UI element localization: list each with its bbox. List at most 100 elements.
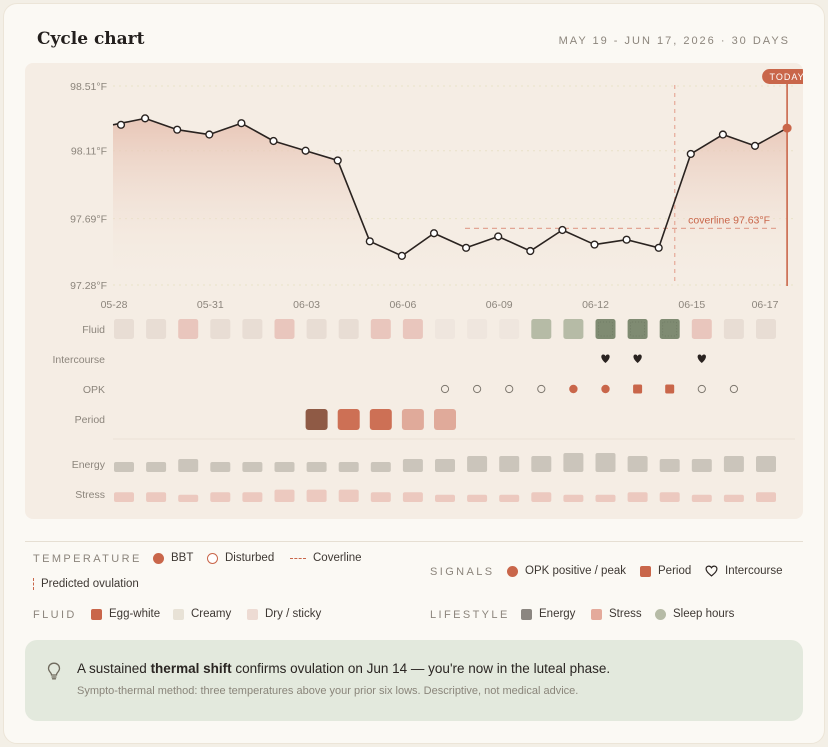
- fluid-cell: [563, 319, 584, 339]
- row-label-opk: OPK: [83, 384, 105, 396]
- period-square-icon: [640, 565, 651, 577]
- today-badge: [762, 69, 803, 84]
- stress-bar: [659, 492, 680, 502]
- stress-bar: [210, 492, 231, 502]
- legend-energy: Energy: [521, 608, 575, 620]
- row-label-intercourse: Intercourse: [52, 354, 105, 366]
- bbt-dot-icon: [153, 552, 164, 564]
- x-tick-label: 06-17: [752, 299, 779, 311]
- stress-bar: [306, 489, 327, 502]
- stress-bar: [467, 494, 488, 502]
- energy-bar: [723, 456, 744, 472]
- opk-positive: [569, 384, 578, 394]
- stress-bar: [370, 492, 391, 502]
- intercourse-heart-icon: [601, 354, 610, 363]
- bbt-point: [237, 119, 246, 128]
- fluid-cell: [435, 319, 455, 339]
- legend-egg-white: Egg-white: [91, 608, 160, 620]
- stress-bar: [531, 492, 552, 502]
- bbt-point: [686, 149, 695, 159]
- opk-negative: [729, 384, 739, 394]
- bbt-point: [269, 136, 278, 146]
- fluid-cell: [691, 319, 712, 339]
- stress-bar: [723, 494, 744, 502]
- bbt-point: [750, 141, 760, 150]
- fluid-cell: [146, 319, 167, 339]
- dry-square-icon: [247, 608, 258, 620]
- stress-bar: [402, 492, 423, 502]
- fluid-cell: [242, 319, 263, 339]
- energy-bar: [114, 462, 134, 472]
- opk-negative: [440, 384, 450, 394]
- legend-dry-sticky: Dry / sticky: [247, 608, 321, 620]
- row-label-period: Period: [75, 414, 106, 426]
- opk-peak: [665, 384, 675, 394]
- bbt-line: [112, 117, 788, 257]
- stress-bar: [756, 492, 776, 502]
- bbt-point: [590, 240, 599, 249]
- fluid-cell: [627, 319, 648, 339]
- bbt-point: [116, 120, 126, 129]
- legend-stress: Stress: [591, 608, 642, 620]
- opk-peak: [633, 384, 643, 394]
- fluid-cell: [659, 319, 680, 339]
- opk-negative: [537, 384, 546, 394]
- opk-negative: [473, 384, 482, 394]
- row-label-energy: Energy: [72, 459, 106, 471]
- period-cell: [337, 409, 360, 430]
- stress-bar: [338, 489, 359, 502]
- legend-divider: [25, 541, 803, 542]
- stress-bar: [595, 494, 616, 502]
- legend-signals-heading: SIGNALS: [430, 566, 495, 578]
- stress-bar: [691, 494, 712, 502]
- fluid-cell: [531, 319, 552, 339]
- bbt-point: [301, 146, 310, 155]
- legend-disturbed: Disturbed: [207, 552, 274, 564]
- energy-bar: [467, 456, 488, 472]
- x-tick-label: 06-15: [678, 299, 705, 311]
- bbt-point: [333, 156, 342, 165]
- energy-bar: [274, 462, 295, 472]
- fluid-cell: [723, 319, 744, 339]
- stress-bar: [627, 492, 648, 502]
- stress-bar: [563, 494, 584, 502]
- fluid-cell-pattern: [630, 321, 645, 337]
- energy-square-icon: [521, 608, 532, 620]
- bbt-point: [622, 235, 631, 244]
- x-tick-label: 06-12: [582, 299, 609, 311]
- energy-bar: [178, 459, 199, 472]
- y-tick-label: 98.11°F: [71, 146, 107, 158]
- legend-creamy: Creamy: [173, 608, 231, 620]
- fluid-cell-pattern: [598, 321, 613, 337]
- legend-period: Period: [640, 565, 691, 577]
- x-tick-label: 06-06: [389, 299, 416, 311]
- period-cell: [305, 409, 328, 430]
- intercourse-heart-icon: [697, 354, 706, 363]
- energy-bar: [338, 462, 359, 472]
- date-range: MAY 19 - JUN 17, 2026 · 30 DAYS: [558, 35, 790, 47]
- ovulation-dash-icon: [33, 578, 34, 590]
- disturbed-dot-icon: [207, 552, 218, 564]
- bbt-point: [205, 130, 214, 139]
- creamy-square-icon: [173, 608, 184, 620]
- page-title: Cycle chart: [37, 29, 145, 49]
- energy-bar: [370, 462, 391, 472]
- bbt-point-today: [782, 123, 792, 133]
- chart-plot-area: 98.51°F 98.11°F 97.69°F 97.28°F coverline 97…: [25, 63, 803, 519]
- stress-bar: [435, 494, 455, 502]
- egg-white-square-icon: [91, 608, 102, 620]
- bbt-point: [429, 229, 439, 238]
- energy-bar: [691, 459, 712, 472]
- x-tick-label: 06-03: [293, 299, 320, 311]
- energy-bar: [435, 459, 455, 472]
- bbt-point: [718, 130, 728, 139]
- bbt-point: [140, 114, 150, 123]
- bbt-point: [526, 246, 535, 256]
- opk-negative: [505, 384, 514, 394]
- fluid-cell: [210, 319, 231, 339]
- insight-banner: A sustained thermal shift confirms ovula…: [25, 640, 803, 721]
- bbt-point: [173, 125, 182, 134]
- fluid-cell: [756, 319, 776, 339]
- legend-sleep-hours: Sleep hours: [655, 608, 734, 620]
- bbt-point: [462, 243, 471, 252]
